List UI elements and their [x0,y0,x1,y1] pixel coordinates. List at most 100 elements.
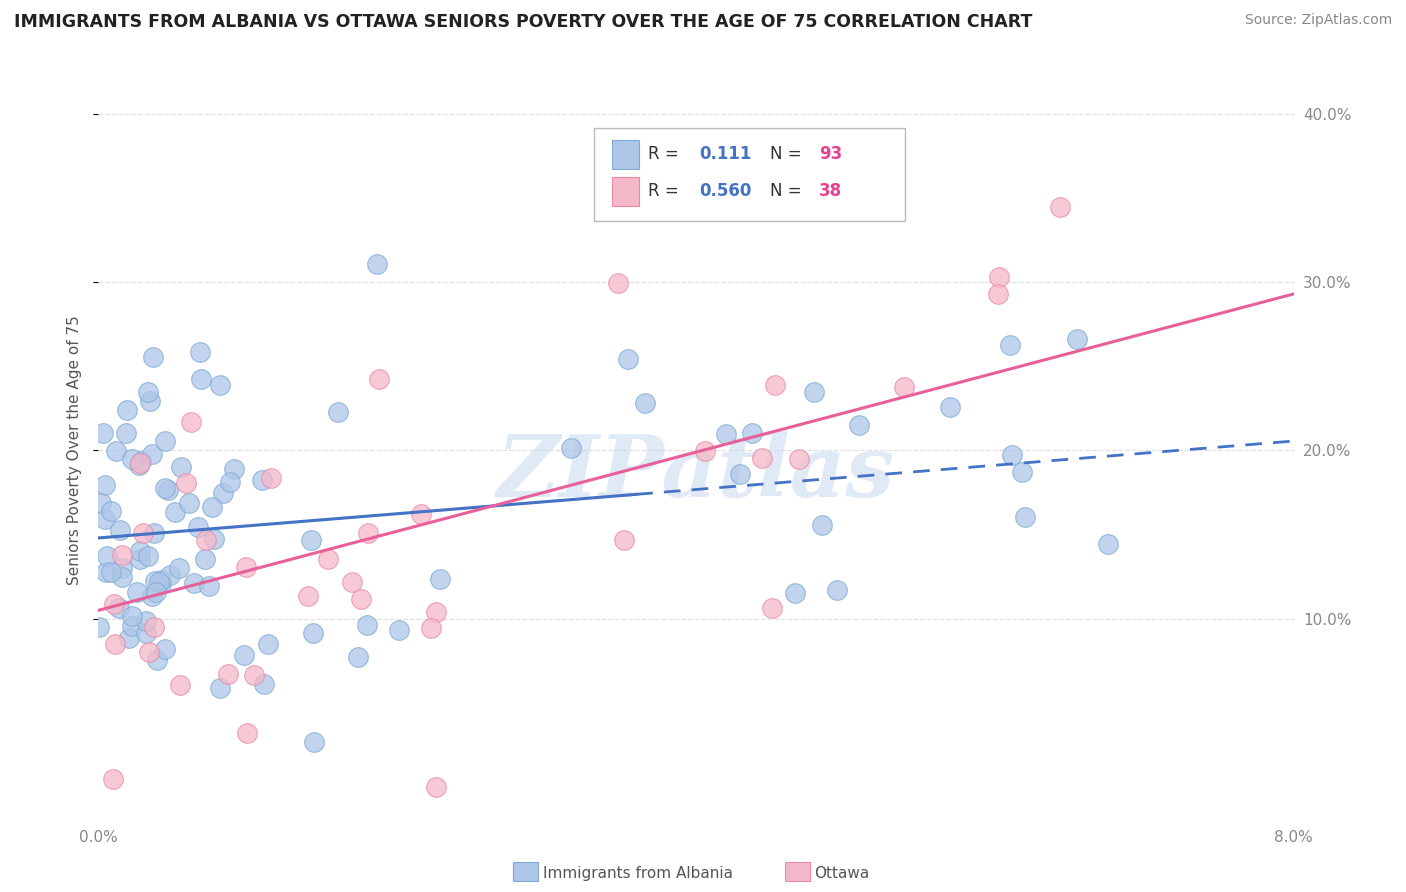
Point [763,378,786,392]
Point [613,533,636,547]
Point [136,385,159,400]
Point [235,559,257,574]
Point [135,614,157,628]
Point [318,552,340,566]
Point [183,575,205,590]
Text: R =: R = [648,145,685,163]
Point [170,459,193,474]
Point [121,452,143,467]
Point [136,549,159,563]
Point [156,483,179,498]
Point [108,601,131,615]
Point [606,276,628,290]
Point [939,400,962,414]
Point [129,552,152,566]
Point [893,380,915,394]
Point [1014,510,1036,524]
Point [357,525,380,540]
Point [560,442,582,456]
Point [328,404,350,418]
Point [117,403,139,417]
Point [111,561,134,575]
Point [145,653,167,667]
Point [988,270,1011,285]
Point [186,519,208,533]
Point [194,533,217,547]
Point [217,667,239,681]
Point [91,425,114,440]
Point [141,589,163,603]
Point [252,677,274,691]
Point [128,458,150,472]
Text: Ottawa: Ottawa [814,866,869,880]
Text: R =: R = [648,182,685,201]
Point [135,625,157,640]
Point [297,590,319,604]
Point [420,621,443,635]
Point [356,618,378,632]
Point [242,668,264,682]
Point [250,473,273,487]
Text: 0.111: 0.111 [700,145,752,163]
Point [1066,332,1088,346]
Point [617,351,640,366]
Point [425,605,447,619]
Point [180,415,202,429]
Point [103,597,125,611]
Point [848,417,870,432]
Point [121,619,143,633]
Point [256,637,278,651]
Point [163,504,186,518]
Point [132,525,155,540]
Point [111,548,134,562]
Point [118,631,141,645]
Point [148,575,170,590]
Point [302,626,325,640]
Point [143,574,166,589]
Point [761,601,783,615]
Point [350,592,373,607]
Point [159,568,181,582]
Point [177,496,200,510]
Point [145,584,167,599]
FancyBboxPatch shape [595,128,905,221]
Point [260,471,283,485]
Point [233,648,256,662]
Point [96,549,118,563]
Point [218,475,240,490]
Point [751,450,773,465]
Point [153,641,176,656]
Point [1011,465,1033,479]
Text: ZIPatlas: ZIPatlas [496,431,896,515]
Point [153,481,176,495]
Text: N =: N = [770,145,807,163]
Point [176,476,198,491]
Point [998,338,1021,352]
Point [105,443,128,458]
Point [111,569,134,583]
Point [208,378,231,392]
Text: Immigrants from Albania: Immigrants from Albania [543,866,733,880]
Point [208,681,231,695]
Point [825,583,848,598]
Point [299,533,322,548]
Text: N =: N = [770,182,807,201]
Point [94,565,117,579]
Point [429,572,451,586]
Point [789,452,811,467]
Point [90,496,112,510]
Point [93,478,115,492]
Point [121,609,143,624]
Point [100,565,122,579]
Point [714,426,737,441]
Point [104,637,127,651]
Point [149,576,172,591]
Point [128,544,150,558]
Point [347,649,370,664]
Point [693,444,716,458]
Point [142,350,165,364]
Point [169,678,191,692]
Point [128,456,150,470]
Point [141,446,163,460]
Point [224,461,246,475]
